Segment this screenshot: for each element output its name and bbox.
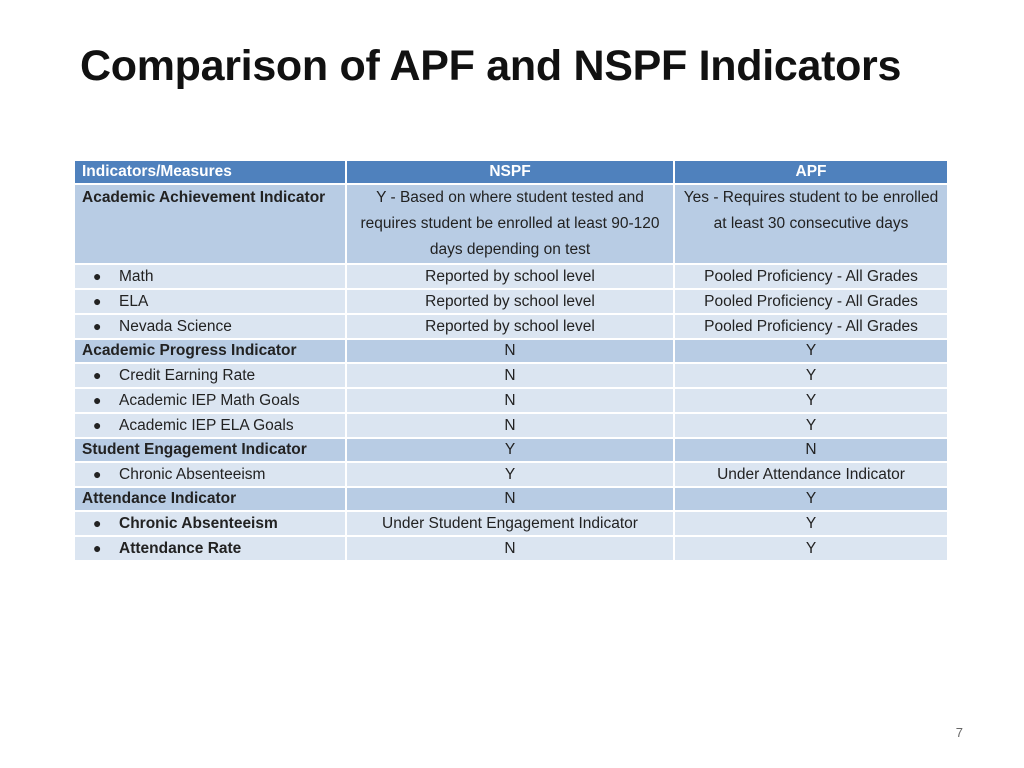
- row-apf-value: Y: [673, 362, 949, 389]
- table-row-ela: ● ELA Reported by school level Pooled Pro…: [73, 288, 949, 315]
- table-row-math: ● Math Reported by school level Pooled Pr…: [73, 263, 949, 290]
- row-apf-value: Pooled Proficiency - All Grades: [673, 288, 949, 315]
- comparison-table-container: Indicators/Measures NSPF APF Academic Ac…: [73, 159, 949, 562]
- slide-title: Comparison of APF and NSPF Indicators: [80, 42, 902, 90]
- row-label: Chronic Absenteeism: [119, 466, 266, 483]
- row-label: Chronic Absenteeism: [119, 515, 278, 532]
- row-label: Attendance Rate: [119, 540, 242, 557]
- row-nspf-value: Y: [345, 461, 675, 488]
- row-apf-value: Y: [673, 387, 949, 414]
- row-apf-value: Yes - Requires student to be enrolled at…: [673, 183, 949, 265]
- row-label: Credit Earning Rate: [119, 367, 256, 384]
- table-row-student-engagement: Student Engagement Indicator Y N: [73, 437, 949, 463]
- row-nspf-value: Under Student Engagement Indicator: [345, 510, 675, 537]
- table-row-attendance-rate: ● Attendance Rate N Y: [73, 535, 949, 562]
- table-row-attendance: Attendance Indicator N Y: [73, 486, 949, 512]
- row-apf-value: Y: [673, 338, 949, 364]
- row-nspf-value: N: [345, 338, 675, 364]
- header-apf: APF: [673, 159, 949, 185]
- bullet-icon: ●: [93, 417, 102, 433]
- bullet-icon: ●: [93, 392, 102, 408]
- bullet-icon: ●: [93, 318, 102, 334]
- row-label: Academic Progress Indicator: [73, 338, 347, 364]
- row-nspf-value: Reported by school level: [345, 288, 675, 315]
- row-nspf-value: Y - Based on where student tested and re…: [345, 183, 675, 265]
- bullet-icon: ●: [93, 540, 102, 556]
- row-apf-value: Pooled Proficiency - All Grades: [673, 313, 949, 340]
- table-row-nevada-science: ● Nevada Science Reported by school level…: [73, 313, 949, 340]
- row-nspf-value: N: [345, 535, 675, 562]
- bullet-icon: ●: [93, 268, 102, 284]
- table-row-chronic-absenteeism-attendance: ● Chronic Absenteeism Under Student Engag…: [73, 510, 949, 537]
- row-label: Math: [119, 268, 154, 285]
- page-number: 7: [955, 725, 963, 740]
- row-label: Nevada Science: [119, 318, 232, 335]
- row-apf-value: N: [673, 437, 949, 463]
- row-apf-value: Pooled Proficiency - All Grades: [673, 263, 949, 290]
- row-nspf-value: N: [345, 362, 675, 389]
- header-indicators-measures: Indicators/Measures: [73, 159, 347, 185]
- row-apf-value: Y: [673, 535, 949, 562]
- comparison-table: Indicators/Measures NSPF APF Academic Ac…: [73, 159, 949, 562]
- bullet-icon: ●: [93, 466, 102, 482]
- row-nspf-value: Reported by school level: [345, 313, 675, 340]
- bullet-icon: ●: [93, 293, 102, 309]
- row-label: Academic IEP ELA Goals: [119, 417, 294, 434]
- row-label: Academic Achievement Indicator: [73, 183, 347, 265]
- table-header-row: Indicators/Measures NSPF APF: [73, 159, 949, 185]
- row-nspf-value: Reported by school level: [345, 263, 675, 290]
- row-label: Attendance Indicator: [73, 486, 347, 512]
- row-apf-value: Y: [673, 486, 949, 512]
- header-nspf: NSPF: [345, 159, 675, 185]
- row-nspf-value: N: [345, 387, 675, 414]
- row-nspf-value: Y: [345, 437, 675, 463]
- row-nspf-value: N: [345, 412, 675, 439]
- row-apf-value: Under Attendance Indicator: [673, 461, 949, 488]
- table-row-chronic-absenteeism-engagement: ● Chronic Absenteeism Y Under Attendance …: [73, 461, 949, 488]
- table-row-academic-achievement: Academic Achievement Indicator Y - Based…: [73, 183, 949, 265]
- bullet-icon: ●: [93, 515, 102, 531]
- row-apf-value: Y: [673, 510, 949, 537]
- row-apf-value: Y: [673, 412, 949, 439]
- table-row-iep-math-goals: ● Academic IEP Math Goals N Y: [73, 387, 949, 414]
- row-label: Academic IEP Math Goals: [119, 392, 300, 409]
- row-label: Student Engagement Indicator: [73, 437, 347, 463]
- row-nspf-value: N: [345, 486, 675, 512]
- table-row-credit-earning-rate: ● Credit Earning Rate N Y: [73, 362, 949, 389]
- table-row-academic-progress: Academic Progress Indicator N Y: [73, 338, 949, 364]
- row-label: ELA: [119, 293, 149, 310]
- bullet-icon: ●: [93, 367, 102, 383]
- table-row-iep-ela-goals: ● Academic IEP ELA Goals N Y: [73, 412, 949, 439]
